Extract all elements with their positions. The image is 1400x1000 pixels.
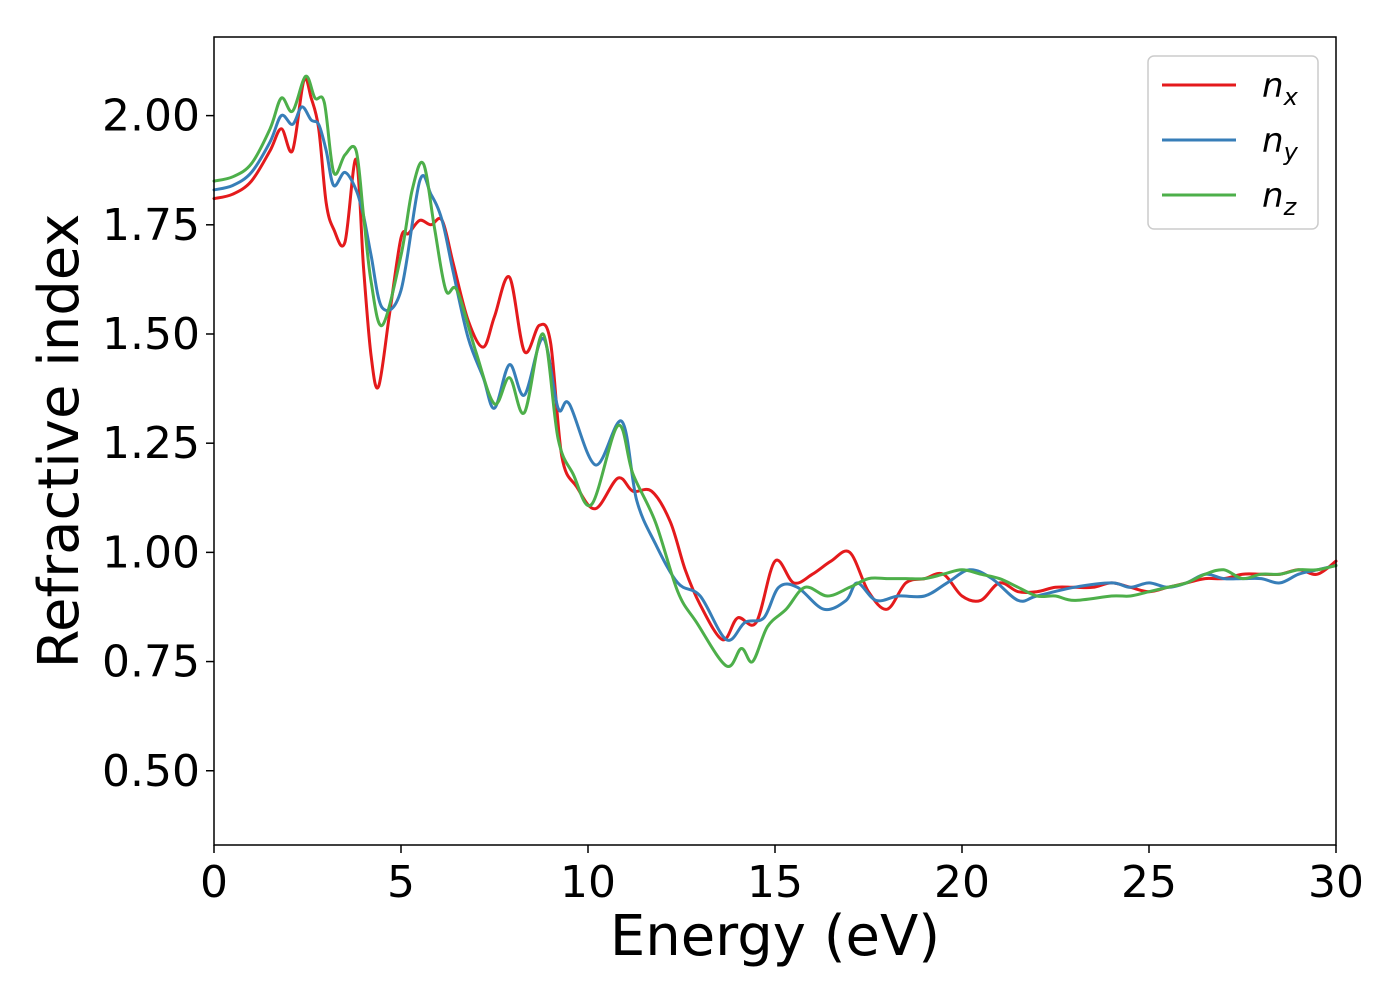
x-tick-label: 15 <box>747 857 803 908</box>
x-tick-label: 10 <box>560 857 616 908</box>
y-axis-title: Refractive index <box>27 214 92 669</box>
legend-box <box>1147 55 1319 230</box>
x-tick-label: 0 <box>200 857 228 908</box>
y-tick-label: 0.75 <box>102 637 200 688</box>
y-tick-label: 1.75 <box>102 200 200 251</box>
series-line-y <box>212 105 1338 642</box>
x-tick-label: 5 <box>387 857 415 908</box>
x-axis-ticks: 0 5 10 15 20 25 30 <box>200 845 1364 908</box>
y-tick-label: 2.00 <box>102 91 200 142</box>
x-axis-title: Energy (eV) <box>610 904 940 969</box>
x-tick-label: 30 <box>1308 857 1364 908</box>
y-tick-label: 1.50 <box>102 309 200 360</box>
y-tick-label: 0.50 <box>102 746 200 797</box>
series-lines <box>212 74 1338 668</box>
y-tick-label: 1.25 <box>102 418 200 469</box>
series-line-z <box>212 74 1338 668</box>
x-tick-label: 20 <box>934 857 990 908</box>
x-tick-label: 25 <box>1121 857 1177 908</box>
y-tick-label: 1.00 <box>102 527 200 578</box>
y-axis-ticks: 0.50 0.75 1.00 1.25 1.50 1.75 2.00 <box>102 91 214 797</box>
